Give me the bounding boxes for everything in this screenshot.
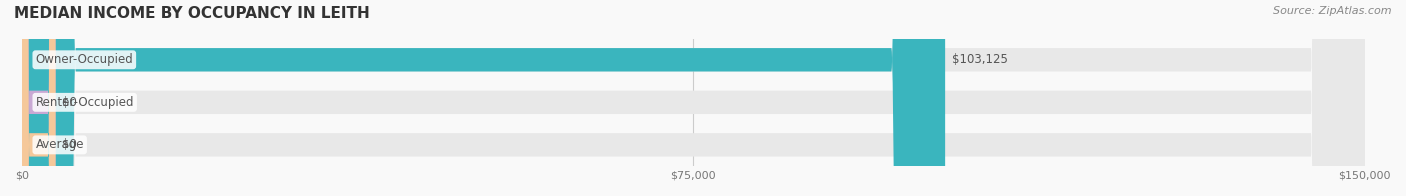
FancyBboxPatch shape	[22, 0, 945, 196]
Text: Source: ZipAtlas.com: Source: ZipAtlas.com	[1274, 6, 1392, 16]
Text: $0: $0	[62, 96, 77, 109]
Text: Average: Average	[35, 138, 84, 151]
Text: $103,125: $103,125	[952, 53, 1008, 66]
FancyBboxPatch shape	[22, 0, 56, 196]
Text: Owner-Occupied: Owner-Occupied	[35, 53, 134, 66]
FancyBboxPatch shape	[22, 0, 1365, 196]
Text: Renter-Occupied: Renter-Occupied	[35, 96, 134, 109]
Text: $0: $0	[62, 138, 77, 151]
FancyBboxPatch shape	[22, 0, 56, 196]
FancyBboxPatch shape	[22, 0, 1365, 196]
FancyBboxPatch shape	[22, 0, 1365, 196]
Text: MEDIAN INCOME BY OCCUPANCY IN LEITH: MEDIAN INCOME BY OCCUPANCY IN LEITH	[14, 6, 370, 21]
